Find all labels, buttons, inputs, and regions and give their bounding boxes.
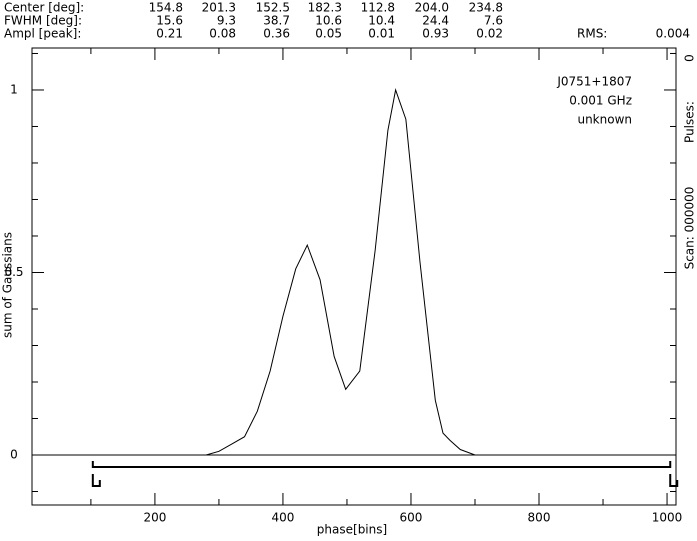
cell-value: 0.02 (476, 27, 503, 41)
x-tick-label: 600 (400, 511, 423, 525)
cell-value: 0.36 (263, 27, 290, 41)
cell-value: 24.4 (422, 14, 449, 28)
window-bracket (91, 460, 672, 468)
rms-value: 0.004 (656, 27, 690, 41)
x-tick-label: 400 (271, 511, 294, 525)
rms-label: RMS: (577, 27, 607, 41)
profile-line (32, 88, 676, 456)
cell-value: 7.6 (484, 14, 503, 28)
y-tick-label: 0 (10, 447, 18, 461)
y-tick-label: 0.5 (4, 265, 23, 279)
cell-value: 154.8 (149, 1, 183, 15)
pulses-value: 0 (683, 54, 697, 62)
x-axis-label: phase[bins] (317, 523, 387, 537)
pulses-label: Pulses: (683, 101, 697, 143)
cell-value: 9.3 (217, 14, 236, 28)
row-label: Ampl [peak]: (4, 27, 81, 41)
x-tick-label: 200 (143, 511, 166, 525)
cell-value: 10.4 (368, 14, 395, 28)
cell-value: 0.01 (368, 27, 395, 41)
x-tick-label: 1000 (652, 511, 683, 525)
row-label: FWHM [deg]: (4, 14, 82, 28)
row-label: Center [deg]: (4, 1, 84, 15)
x-tick-label: 800 (528, 511, 551, 525)
cell-value: 201.3 (202, 1, 236, 15)
cell-value: 204.0 (415, 1, 449, 15)
cell-value: 234.8 (469, 1, 503, 15)
cell-value: 112.8 (361, 1, 395, 15)
cell-value: 0.05 (315, 27, 342, 41)
cell-value: 38.7 (263, 14, 290, 28)
source-info: unknown (577, 113, 632, 127)
window-marker (91, 473, 101, 487)
cell-value: 182.3 (308, 1, 342, 15)
scan-label: Scan: 000000 (683, 187, 697, 270)
window-marker (669, 473, 679, 487)
y-tick-label: 1 (10, 82, 18, 96)
cell-value: 0.21 (156, 27, 183, 41)
cell-value: 152.5 (256, 1, 290, 15)
cell-value: 15.6 (156, 14, 183, 28)
cell-value: 0.93 (422, 27, 449, 41)
plot-frame (31, 47, 677, 506)
source-name: J0751+1807 (556, 75, 632, 89)
cell-value: 0.08 (209, 27, 236, 41)
cell-value: 10.6 (315, 14, 342, 28)
y-axis-label: sum of Gaussians (1, 232, 15, 338)
frequency: 0.001 GHz (569, 94, 632, 108)
